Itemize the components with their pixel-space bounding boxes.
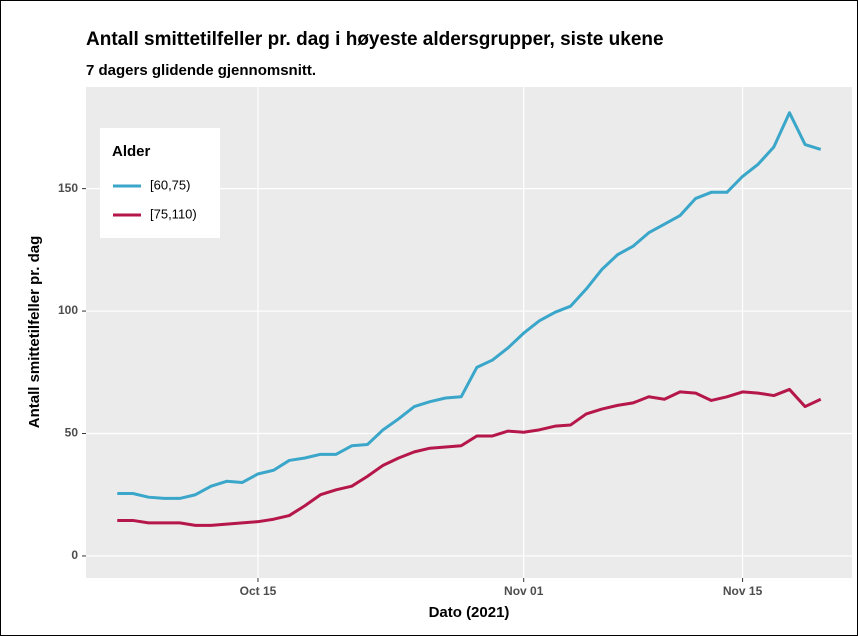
chart-title: Antall smittetilfeller pr. dag i høyeste…: [86, 29, 664, 50]
chart-subtitle: 7 dagers glidende gjennomsnitt.: [86, 62, 316, 79]
x-tick-label: Nov 15: [723, 584, 763, 598]
y-tick-label: 100: [58, 303, 78, 317]
x-tick-label: Oct 15: [240, 584, 277, 598]
legend-label: [75,110): [150, 206, 197, 221]
y-tick-label: 150: [58, 181, 78, 195]
legend-label: [60,75): [150, 177, 190, 192]
y-tick-label: 0: [71, 548, 78, 562]
legend-title: Alder: [112, 143, 151, 160]
series-line: [117, 387, 822, 527]
y-tick-label: 50: [65, 426, 79, 440]
series-line: [117, 111, 822, 500]
legend-box: [100, 128, 220, 238]
y-axis-title: Antall smittetilfeller pr. dag: [26, 236, 43, 429]
x-tick-label: Nov 01: [504, 584, 544, 598]
x-axis-title: Dato (2021): [429, 604, 510, 621]
